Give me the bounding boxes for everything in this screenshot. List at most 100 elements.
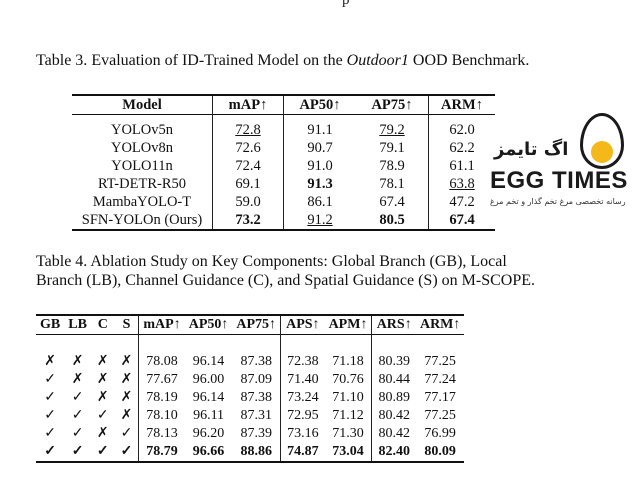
table4-cell-lb: ✗ bbox=[71, 372, 84, 387]
table4-cell-arm: 77.24 bbox=[424, 372, 456, 387]
table3-cell-ap50: 86.1 bbox=[307, 194, 333, 210]
egg-times-logo: اگ تایمز EGG TIMES رسانه تخصصی مرغ تخم گ… bbox=[446, 105, 631, 215]
cut-off-text-fragment: p bbox=[342, 0, 350, 8]
table4-cell-lb: ✓ bbox=[71, 426, 84, 441]
table3-cell-ap50: 91.0 bbox=[307, 158, 333, 174]
table4-cell-ap75: 87.38 bbox=[232, 353, 282, 371]
table4-header-lb: LB bbox=[64, 314, 91, 335]
table3-cell-arm: 62.0 bbox=[449, 122, 475, 138]
table4-cell-map: 77.67 bbox=[146, 372, 178, 387]
table4-cell-s: ✓ bbox=[114, 425, 140, 443]
table-row: ✓ ✓ ✓ ✗ 78.10 96.11 87.31 72.95 71.12 80… bbox=[36, 407, 464, 425]
table4-cell-aps: 72.38 bbox=[287, 354, 319, 369]
table4-cell-ars: 80.44 bbox=[378, 372, 410, 387]
table4-header-s: S bbox=[114, 314, 140, 335]
table4-cell-map: 78.19 bbox=[146, 390, 178, 405]
table4-cell-apm: 70.76 bbox=[324, 371, 373, 389]
table4: GB LB C S mAP↑ AP50↑ AP75↑ APS↑ APM↑ ARS… bbox=[36, 314, 465, 463]
table-row: ✓ ✗ ✗ ✗ 77.67 96.00 87.09 71.40 70.76 80… bbox=[36, 371, 464, 389]
table4-cell-ap50: 96.66 bbox=[192, 444, 225, 459]
table3-cell-arm: 63.8 bbox=[449, 176, 475, 192]
table4-cell-map: 78.08 bbox=[146, 354, 178, 369]
table3-cell-ap50: 91.2 bbox=[307, 212, 333, 228]
table4-header-ap75: AP75↑ bbox=[232, 314, 282, 335]
table4-label: Table 4. bbox=[36, 253, 88, 270]
table3-cell-map: 72.6 bbox=[212, 139, 284, 157]
table4-body: ✗ ✗ ✗ ✗ 78.08 96.14 87.38 72.38 71.18 80… bbox=[36, 334, 465, 462]
table4-cell-s: ✗ bbox=[114, 353, 140, 371]
table3-cell-ap75: 80.5 bbox=[356, 211, 429, 230]
table4-header-apm: APM↑ bbox=[324, 314, 373, 335]
table3-cell-ap50: 90.7 bbox=[307, 140, 333, 156]
table4-cell-ap50: 96.14 bbox=[192, 390, 225, 405]
table4-cell-ap50: 96.11 bbox=[193, 408, 225, 423]
table4-cell-arm: 77.25 bbox=[424, 354, 456, 369]
egg-yolk-icon bbox=[591, 141, 613, 163]
table4-cell-apm: 73.04 bbox=[324, 443, 373, 462]
table4-cell-lb: ✓ bbox=[71, 444, 84, 459]
table-row: MambaYOLO-T 59.0 86.1 67.4 47.2 bbox=[72, 193, 495, 211]
table4-header-ars: ARS↑ bbox=[371, 314, 416, 335]
table3-cell-arm: 62.2 bbox=[449, 140, 475, 156]
table4-cell-lb: ✓ bbox=[71, 408, 84, 423]
table3-cell-map: 69.1 bbox=[212, 175, 284, 193]
table3-cell-ap75: 79.1 bbox=[356, 139, 429, 157]
table4-cell-aps: 71.40 bbox=[287, 372, 319, 387]
table3-cell-ap75: 67.4 bbox=[356, 193, 429, 211]
table4-header-arm: ARM↑ bbox=[415, 314, 465, 335]
table4-cell-ap75: 88.86 bbox=[232, 443, 282, 462]
table4-cell-s: ✗ bbox=[114, 407, 140, 425]
table4-header-ap50: AP50↑ bbox=[184, 314, 233, 335]
table4-cell-lb: ✗ bbox=[71, 354, 84, 369]
table4-cell-c: ✓ bbox=[96, 444, 109, 459]
table4-cell-ars: 80.42 bbox=[378, 408, 410, 423]
table3-body: YOLOv5n 72.8 91.1 79.2 62.0 YOLOv8n 72.6… bbox=[72, 114, 495, 230]
table4-cell-arm: 80.09 bbox=[424, 444, 456, 459]
table4-cell-apm: 71.30 bbox=[324, 425, 373, 443]
table3-caption-pre: Evaluation of ID-Trained Model on the bbox=[87, 52, 347, 69]
table3-cell-map: 73.2 bbox=[212, 211, 284, 230]
table3-cell-map: 72.4 bbox=[212, 157, 284, 175]
table3-caption-dataset: Outdoor1 bbox=[346, 52, 409, 69]
table4-cell-gb: ✓ bbox=[44, 444, 56, 459]
table3: Model mAP↑ AP50↑ AP75↑ ARM↑ YOLOv5n 72.8… bbox=[72, 94, 495, 231]
table3-header-row: Model mAP↑ AP50↑ AP75↑ ARM↑ bbox=[72, 94, 495, 115]
table4-cell-ars: 80.42 bbox=[378, 426, 410, 441]
table3-cell-arm: 61.1 bbox=[449, 158, 475, 174]
logo-tagline: رسانه تخصصی مرغ تخم گذار و تخم مرغ bbox=[490, 197, 626, 206]
table3-cell-ap75: 79.2 bbox=[356, 121, 429, 139]
table3-header-map: mAP↑ bbox=[212, 94, 284, 115]
table-row: YOLOv5n 72.8 91.1 79.2 62.0 bbox=[72, 121, 495, 139]
table3-header-ap50: AP50↑ bbox=[283, 94, 356, 115]
table4-cell-gb: ✓ bbox=[44, 408, 56, 423]
table4-header-gb: GB bbox=[36, 314, 65, 335]
table-row: SFN-YOLOn (Ours) 73.2 91.2 80.5 67.4 bbox=[72, 211, 495, 230]
table4-cell-ap75: 87.39 bbox=[232, 425, 282, 443]
table4-caption-text: Ablation Study on Key Components: Global… bbox=[36, 253, 536, 289]
table4-cell-ap75: 87.38 bbox=[232, 389, 282, 407]
table4-cell-ap75: 87.09 bbox=[232, 371, 282, 389]
table3-cell-map: 59.0 bbox=[212, 193, 284, 211]
table4-cell-gb: ✓ bbox=[44, 372, 56, 387]
table4-cell-c: ✗ bbox=[96, 390, 109, 405]
table4-cell-ars: 82.40 bbox=[378, 444, 410, 459]
table4-cell-ap50: 96.14 bbox=[192, 354, 225, 369]
table3-label: Table 3. bbox=[36, 52, 88, 69]
table4-cell-c: ✗ bbox=[96, 354, 109, 369]
table3-caption: Table 3. Evaluation of ID-Trained Model … bbox=[36, 51, 536, 70]
table3-cell-model: YOLO11n bbox=[72, 157, 213, 175]
table4-cell-gb: ✓ bbox=[44, 390, 56, 405]
table4-cell-arm: 77.25 bbox=[424, 408, 456, 423]
table3-header-arm: ARM↑ bbox=[428, 94, 495, 115]
table4-caption: Table 4. Ablation Study on Key Component… bbox=[36, 252, 556, 290]
table4-cell-c: ✗ bbox=[96, 372, 109, 387]
table4-cell-ap50: 96.20 bbox=[192, 426, 225, 441]
table-row: ✗ ✗ ✗ ✗ 78.08 96.14 87.38 72.38 71.18 80… bbox=[36, 353, 464, 371]
table4-cell-gb: ✓ bbox=[44, 426, 56, 441]
table4-cell-apm: 71.18 bbox=[324, 353, 373, 371]
table4-cell-apm: 71.10 bbox=[324, 389, 373, 407]
table3-cell-arm: 47.2 bbox=[449, 194, 475, 210]
table3-cell-ap75: 78.9 bbox=[356, 157, 429, 175]
table3-header-model: Model bbox=[72, 94, 213, 115]
